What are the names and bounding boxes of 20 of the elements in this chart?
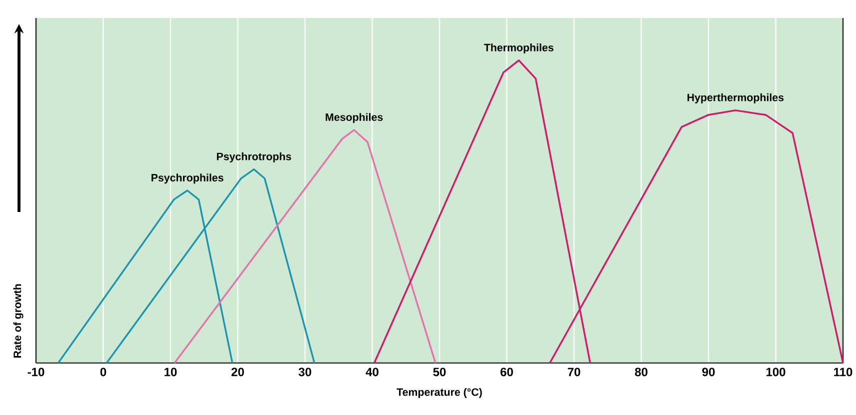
series-label: Hyperthermophiles <box>688 93 784 104</box>
x-tick-label: -10 <box>28 368 44 376</box>
x-tick-label: 40 <box>366 368 378 376</box>
x-tick-label: 0 <box>100 368 106 376</box>
x-tick-label: 50 <box>433 368 446 376</box>
x-tick-label: 20 <box>232 368 244 376</box>
series-label: Mesophiles <box>326 113 383 124</box>
x-tick-label: 60 <box>500 368 513 376</box>
x-tick-label: 90 <box>702 368 715 376</box>
x-tick-label: 70 <box>568 368 580 376</box>
series-label: Psychrotrophs <box>216 152 292 162</box>
series-label: Psychrophiles <box>152 174 224 184</box>
x-tick-label: 80 <box>634 368 648 376</box>
x-tick-label: 10 <box>164 368 177 376</box>
y-axis-title: Rate of growth <box>13 284 24 358</box>
series-label: Thermophiles <box>484 43 554 54</box>
x-tick-label: 110 <box>834 368 852 376</box>
x-axis-title: Temperature (°C) <box>396 388 482 398</box>
x-tick-label: 30 <box>298 368 312 376</box>
x-tick-label: 100 <box>766 368 786 376</box>
